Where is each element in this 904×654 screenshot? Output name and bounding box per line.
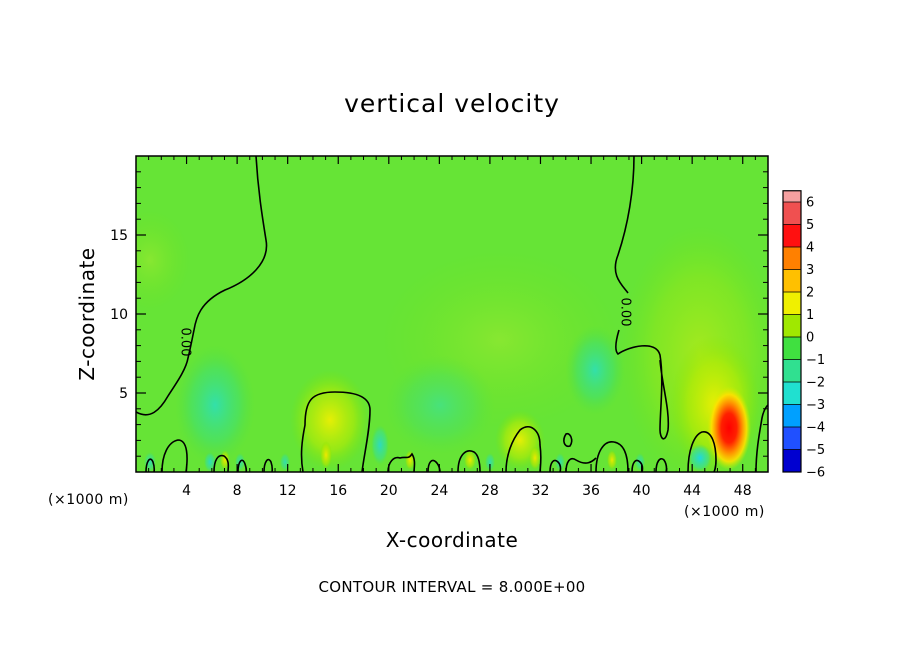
colorbar-label: 5 — [806, 218, 814, 233]
x-tick-label: 48 — [734, 483, 752, 499]
colorbar-label: −3 — [806, 398, 825, 413]
field-blob — [371, 425, 389, 465]
x-tick-label: 4 — [182, 483, 191, 499]
contour-line — [505, 426, 542, 472]
field-blob — [280, 453, 290, 471]
chart-title: vertical velocity — [344, 89, 560, 118]
x-tick-label: 24 — [430, 483, 448, 499]
colorbar-label: 3 — [806, 263, 814, 278]
colorbar-label: 2 — [806, 286, 814, 301]
contour-line — [631, 459, 644, 472]
x-unit-label-left: (×1000 m) — [48, 492, 129, 508]
x-unit-label-right: (×1000 m) — [684, 504, 765, 520]
y-tick-label: 15 — [110, 228, 128, 244]
colorbar-label: 1 — [806, 308, 814, 323]
contour-line — [549, 459, 562, 472]
x-tick-label: 16 — [329, 483, 347, 499]
zero-contour — [136, 156, 768, 472]
contour-line — [563, 432, 573, 448]
x-axis-label: X-coordinate — [386, 528, 519, 552]
contour-line — [387, 452, 416, 472]
updraft-core — [707, 386, 751, 470]
contour-line — [263, 458, 274, 472]
contour-line — [213, 454, 230, 472]
x-tick-label: 40 — [633, 483, 651, 499]
colorbar-segment — [783, 292, 801, 315]
field-blob — [529, 446, 541, 470]
field-blob — [464, 450, 476, 470]
y-axis-label: Z-coordinate — [75, 247, 99, 380]
field-blob — [688, 444, 712, 472]
x-tick-label: 8 — [233, 483, 242, 499]
x-tick-label: 12 — [279, 483, 297, 499]
y-tick-label: 10 — [110, 307, 128, 323]
colorbar-segment — [783, 382, 801, 405]
contour-line — [565, 457, 597, 472]
contour-line — [614, 329, 670, 440]
y-tick-label: 5 — [119, 386, 128, 402]
colorbar-segment — [783, 404, 801, 428]
contour-label: 0.00 — [618, 298, 633, 327]
x-tick-label: 20 — [380, 483, 398, 499]
field-blob — [385, 355, 495, 455]
field-blob — [290, 370, 370, 470]
contour-label: 0.00 — [178, 328, 193, 357]
field-blob — [607, 450, 617, 470]
contour-line — [614, 156, 635, 294]
contour-line — [687, 431, 717, 472]
contour-line — [457, 450, 481, 472]
contour-line — [655, 457, 668, 472]
field-blob — [175, 345, 255, 465]
field-blob — [320, 441, 332, 469]
colorbar-segment — [783, 247, 801, 270]
y-axis-ticks: 5 10 15 — [110, 171, 768, 457]
field-blob — [204, 452, 216, 472]
x-axis-ticks: 4 8 12 16 20 24 28 32 36 40 44 48 — [148, 156, 756, 499]
colorbar-segment — [783, 449, 801, 473]
colorbar: 6 5 4 3 2 1 0 −1 −2 −3 −4 −5 −6 — [782, 190, 825, 481]
colorbar-segment — [783, 359, 801, 383]
contour-line — [300, 391, 371, 472]
contour-line — [136, 156, 268, 416]
colorbar-label: 6 — [806, 196, 814, 211]
x-tick-label: 44 — [683, 483, 701, 499]
colorbar-label: −6 — [806, 466, 825, 481]
colorbar-label: 0 — [806, 331, 814, 346]
x-tick-label: 36 — [582, 483, 600, 499]
colorbar-segment — [783, 224, 801, 248]
field-blob — [555, 453, 565, 471]
colorbar-segment — [783, 314, 801, 338]
colorbar-label: −1 — [806, 353, 825, 368]
contour-interval-text: CONTOUR INTERVAL = 8.000E+00 — [318, 578, 585, 596]
colorbar-label: −4 — [806, 421, 825, 436]
colorbar-label: −2 — [806, 376, 825, 391]
contour-line — [161, 439, 188, 472]
contour-line — [145, 458, 156, 472]
colorbar-segment — [783, 202, 801, 225]
colorbar-segment — [783, 337, 801, 360]
colorbar-label: 4 — [806, 241, 814, 256]
field-blob — [565, 325, 625, 415]
colorbar-segment — [783, 269, 801, 293]
colorbar-segment — [783, 427, 801, 450]
x-tick-label: 32 — [532, 483, 550, 499]
contour-line — [595, 441, 629, 472]
colorbar-segment — [783, 190, 801, 202]
contour-line — [755, 404, 768, 472]
plot-area — [136, 156, 768, 472]
field-blob — [485, 453, 495, 471]
field-blob — [136, 210, 190, 310]
x-tick-label: 28 — [481, 483, 499, 499]
colorbar-label: −5 — [806, 443, 825, 458]
